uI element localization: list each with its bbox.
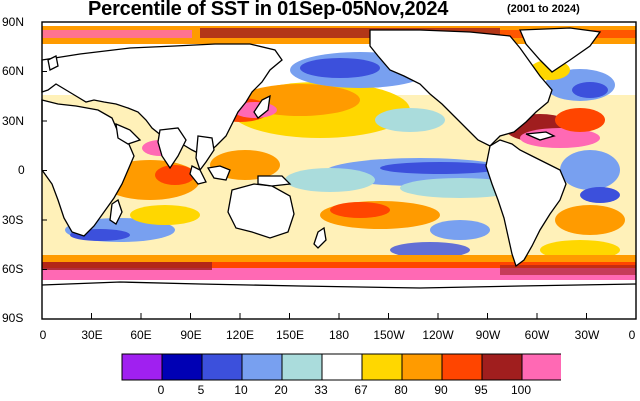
x-label-120e: 120E — [225, 328, 255, 342]
colorbar-swatch — [241, 353, 283, 381]
y-label-eq: 0 — [18, 163, 25, 177]
colorbar-swatch — [121, 353, 163, 381]
colorbar-swatch — [321, 353, 363, 381]
colorbar-label-0: 0 — [157, 383, 165, 397]
colorbar-label-33: 33 — [314, 383, 328, 397]
colorbar-swatch — [521, 353, 561, 381]
title-main: Percentile of SST in 01Sep-05Nov,2024 — [88, 0, 449, 20]
colorbar-label-90: 90 — [434, 383, 448, 397]
x-label-30w: 30W — [574, 328, 600, 342]
colorbar-swatch — [481, 353, 523, 381]
y-label-60s: 60S — [2, 262, 24, 276]
y-label-90s: 90S — [2, 311, 24, 325]
colorbar-swatch — [361, 353, 403, 381]
colorbar-label-20: 20 — [274, 383, 288, 397]
x-label-30e: 30E — [81, 328, 103, 342]
colorbar-label-95: 95 — [474, 383, 488, 397]
continents — [41, 27, 637, 319]
colorbar-swatch — [441, 353, 483, 381]
x-label-180: 180 — [328, 328, 350, 342]
colorbar-label-10: 10 — [234, 383, 248, 397]
x-label-150w: 150W — [373, 328, 405, 342]
x-label-0: 0 — [39, 328, 47, 342]
colorbar-label-80: 80 — [394, 383, 408, 397]
colorbar-swatch — [201, 353, 243, 381]
colorbar-label-5: 5 — [197, 383, 205, 397]
x-label-120w: 120W — [422, 328, 454, 342]
y-label-90n: 90N — [2, 15, 25, 29]
colorbar — [121, 353, 561, 381]
axis-ticks — [41, 21, 637, 320]
colorbar-label-100: 100 — [510, 383, 532, 397]
x-label-0-end: 0 — [628, 328, 636, 342]
y-label-30n: 30N — [2, 114, 25, 128]
y-label-30s: 30S — [2, 213, 24, 227]
y-label-60n: 60N — [2, 64, 25, 78]
colorbar-swatch — [281, 353, 323, 381]
colorbar-label-67: 67 — [354, 383, 368, 397]
title-period: (2001 to 2024) — [507, 3, 580, 15]
x-label-90e: 90E — [180, 328, 202, 342]
x-label-90w: 90W — [475, 328, 501, 342]
colorbar-swatch — [161, 353, 203, 381]
map-title: Percentile of SST in 01Sep-05Nov,2024 (2… — [0, 0, 640, 22]
x-label-150e: 150E — [275, 328, 305, 342]
x-label-60e: 60E — [130, 328, 152, 342]
x-label-60w: 60W — [524, 328, 550, 342]
colorbar-swatch — [401, 353, 443, 381]
